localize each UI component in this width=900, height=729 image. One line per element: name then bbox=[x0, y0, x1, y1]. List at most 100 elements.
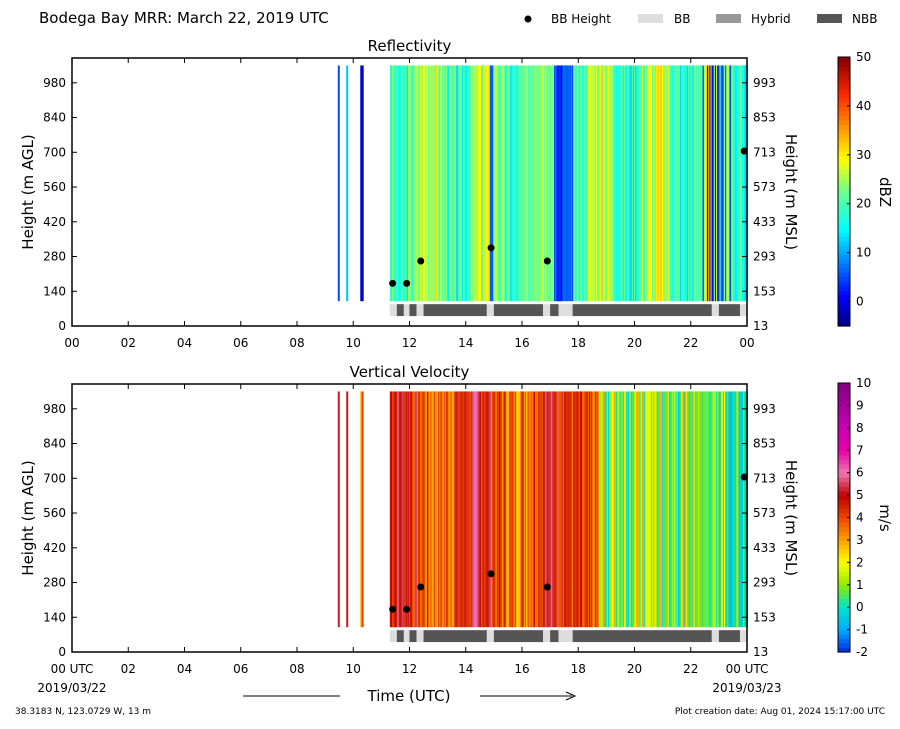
bb-type-bar bbox=[389, 630, 747, 643]
colorbar-title: dBZ bbox=[876, 177, 894, 207]
colorbar-tick-label: 8 bbox=[856, 421, 864, 435]
colorbar-tick-label: 5 bbox=[856, 488, 864, 502]
bb-height-point bbox=[543, 257, 551, 265]
y2-tick-label: 993 bbox=[753, 76, 776, 90]
x-tick-label: 00 bbox=[739, 336, 754, 350]
x-tick-label: 16 bbox=[514, 336, 529, 350]
x-tick-label: 00 UTC bbox=[726, 662, 769, 676]
bb-height-point bbox=[417, 257, 425, 265]
legend-nbb-swatch bbox=[817, 14, 842, 23]
bb-type-segment bbox=[493, 304, 544, 317]
bb-height-point bbox=[389, 605, 397, 613]
x-tick-label: 22 bbox=[683, 336, 698, 350]
colorbar-title: m/s bbox=[876, 504, 894, 532]
y-tick-label: 840 bbox=[43, 437, 66, 451]
colorbar-tick-label: 4 bbox=[856, 511, 864, 525]
bb-type-segment bbox=[486, 304, 494, 317]
y2-tick-label: 293 bbox=[753, 576, 776, 590]
bb-type-segment bbox=[396, 304, 404, 317]
bb-height-point bbox=[487, 570, 495, 578]
panel-title: Reflectivity bbox=[368, 37, 452, 55]
bb-type-segment bbox=[572, 304, 712, 317]
colorbar-tick-label: 9 bbox=[856, 398, 864, 412]
date-end-label: 2019/03/23 bbox=[712, 681, 781, 695]
bb-height-point bbox=[740, 473, 748, 481]
y-tick-label: 420 bbox=[43, 215, 66, 229]
legend: BB Height BB Hybrid NBB bbox=[524, 12, 877, 26]
colorbar-tick-label: 0 bbox=[856, 600, 864, 614]
y2-tick-label: 433 bbox=[753, 541, 776, 555]
y2-axis-title: Height (m MSL) bbox=[782, 460, 800, 576]
colorbar-tick-label: 7 bbox=[856, 443, 864, 457]
x-tick-label: 10 bbox=[346, 336, 361, 350]
colorbar-tick-label: 3 bbox=[856, 533, 864, 547]
x-tick-label: 10 bbox=[346, 662, 361, 676]
y-tick-label: 980 bbox=[43, 402, 66, 416]
colorbar-tick-label: 1 bbox=[856, 578, 864, 592]
colorbar-tick-label: 20 bbox=[856, 197, 871, 211]
bb-type-segment bbox=[711, 630, 719, 643]
y2-tick-label: 433 bbox=[753, 215, 776, 229]
y-tick-label: 700 bbox=[43, 471, 66, 485]
bb-type-segment bbox=[403, 304, 410, 317]
y2-axis-title: Height (m MSL) bbox=[782, 134, 800, 250]
bb-type-segment bbox=[739, 304, 747, 317]
bb-height-point bbox=[487, 244, 495, 252]
y2-tick-label: 153 bbox=[753, 610, 776, 624]
legend-bb-height-marker bbox=[524, 15, 532, 23]
x-tick-label: 02 bbox=[121, 336, 136, 350]
bb-type-segment bbox=[543, 304, 551, 317]
legend-bb-label: BB bbox=[674, 12, 690, 26]
y-tick-label: 840 bbox=[43, 111, 66, 125]
bb-type-segment bbox=[572, 630, 712, 643]
y-axis-title: Height (m AGL) bbox=[19, 460, 37, 575]
colorbar-tick-label: -1 bbox=[856, 623, 868, 637]
y-tick-label: 700 bbox=[43, 145, 66, 159]
colorbar-tick-label: 10 bbox=[856, 246, 871, 260]
x-tick-label: 08 bbox=[289, 662, 304, 676]
y-tick-label: 0 bbox=[58, 319, 66, 333]
legend-bb-swatch bbox=[638, 14, 663, 23]
y-tick-label: 280 bbox=[43, 576, 66, 590]
bb-height-point bbox=[740, 147, 748, 155]
panel-title: Vertical Velocity bbox=[350, 363, 470, 381]
bb-type-segment bbox=[543, 630, 551, 643]
bb-type-segment bbox=[403, 630, 410, 643]
x-tick-label: 18 bbox=[571, 336, 586, 350]
bb-type-segment bbox=[493, 630, 544, 643]
y2-tick-label: 853 bbox=[753, 111, 776, 125]
y-tick-label: 140 bbox=[43, 284, 66, 298]
legend-hybrid-swatch bbox=[716, 14, 741, 23]
x-tick-label: 08 bbox=[289, 336, 304, 350]
x-tick-label: 12 bbox=[402, 336, 417, 350]
y2-tick-label: 13 bbox=[753, 319, 768, 333]
y2-tick-label: 153 bbox=[753, 284, 776, 298]
bb-height-point bbox=[543, 583, 551, 591]
y-tick-label: 560 bbox=[43, 506, 66, 520]
time-axis-label: Time (UTC) bbox=[243, 687, 577, 705]
bb-type-segment bbox=[416, 304, 424, 317]
x-tick-label: 14 bbox=[458, 662, 473, 676]
y2-tick-label: 713 bbox=[753, 471, 776, 485]
x-tick-label: 02 bbox=[121, 662, 136, 676]
x-tick-label: 20 bbox=[627, 662, 642, 676]
x-tick-label: 00 bbox=[64, 336, 79, 350]
y2-tick-label: 293 bbox=[753, 250, 776, 264]
colorbar: 0 10 20 30 40 50 bbox=[837, 50, 871, 327]
time-arrow-head bbox=[565, 691, 577, 701]
bb-height-point bbox=[403, 605, 411, 613]
colorbar-tick-label: 30 bbox=[856, 148, 871, 162]
legend-bb-height-label: BB Height bbox=[551, 12, 611, 26]
bb-type-segment bbox=[389, 630, 397, 643]
x-tick-label: 14 bbox=[458, 336, 473, 350]
heatmap-columns bbox=[337, 391, 749, 628]
bb-type-segment bbox=[396, 630, 404, 643]
x-tick-label: 18 bbox=[571, 662, 586, 676]
reflectivity-panel: 00 02 04 06 08 10 12 14 16 18 20 22 0001402804205607… bbox=[19, 37, 894, 350]
date-start-label: 2019/03/22 bbox=[37, 681, 106, 695]
y-tick-label: 0 bbox=[58, 645, 66, 659]
colorbar-tick-label: 2 bbox=[856, 555, 864, 569]
vertical-velocity-panel: 00 UTC 02 04 06 08 10 12 14 16 18 20 22 00 UTC014028… bbox=[19, 363, 894, 676]
y-tick-label: 420 bbox=[43, 541, 66, 555]
